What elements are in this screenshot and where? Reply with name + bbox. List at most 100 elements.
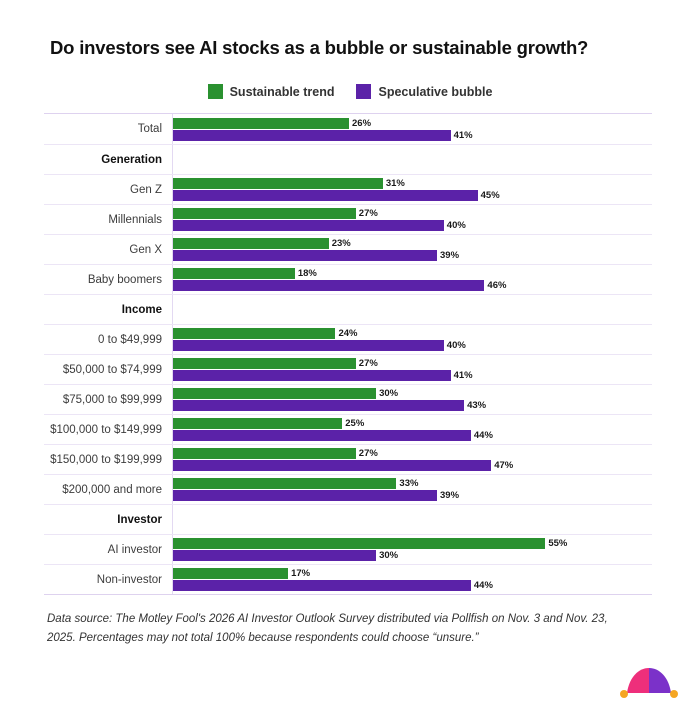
chart-data-row: Baby boomers 18% 46% <box>44 264 652 294</box>
page-title: Do investors see AI stocks as a bubble o… <box>50 37 589 58</box>
bar-value-label: 17% <box>291 568 311 579</box>
bar-value-label: 40% <box>446 340 466 351</box>
bar-value-label: 45% <box>480 190 500 201</box>
row-plot: 55% 30% <box>172 535 652 564</box>
bar-value-label: 18% <box>297 268 317 279</box>
bar-sustainable-trend[interactable] <box>173 448 356 459</box>
row-plot: 26% 41% <box>172 114 652 144</box>
chart-data-row: 0 to $49,999 24% 40% <box>44 324 652 354</box>
bar-line: 39% <box>173 490 652 501</box>
bar-value-label: 39% <box>440 490 460 501</box>
bar-sustainable-trend[interactable] <box>173 418 343 429</box>
group-header-label: Generation <box>101 153 162 166</box>
bar-value-label: 39% <box>440 250 460 261</box>
chart-data-row: $75,000 to $99,999 30% 43% <box>44 384 652 414</box>
motley-fool-jester-cap-logo <box>616 662 682 706</box>
row-bars: 30% 43% <box>173 385 652 414</box>
bar-line: 27% <box>173 448 652 459</box>
row-plot <box>172 145 652 174</box>
bar-sustainable-trend[interactable] <box>173 117 350 129</box>
row-bars: 23% 39% <box>173 235 652 264</box>
bar-value-label: 33% <box>399 478 419 489</box>
bar-value-label: 55% <box>548 538 568 549</box>
bar-speculative-bubble[interactable] <box>173 580 471 591</box>
legend-item[interactable]: Sustainable trend <box>207 84 334 99</box>
row-category-label: $75,000 to $99,999 <box>62 393 162 406</box>
bar-sustainable-trend[interactable] <box>173 358 356 369</box>
chart-data-row: Gen X 23% 39% <box>44 234 652 264</box>
row-plot: 27% 41% <box>172 355 652 384</box>
row-category-label: $50,000 to $74,999 <box>62 363 162 376</box>
row-category-label: Total <box>137 123 162 135</box>
chart-legend: Sustainable trend Speculative bubble <box>0 84 700 99</box>
bar-value-label: 40% <box>446 220 466 231</box>
row-plot: 33% 39% <box>172 475 652 504</box>
bar-value-label: 27% <box>358 448 378 459</box>
group-header-label: Investor <box>117 513 162 526</box>
bar-line: 25% <box>173 418 652 429</box>
row-category-label: $200,000 and more <box>62 483 162 496</box>
row-bars: 27% 47% <box>173 445 652 474</box>
bar-value-label: 44% <box>473 430 493 441</box>
bar-line: 45% <box>173 190 652 201</box>
bar-value-label: 24% <box>338 328 358 339</box>
bar-line: 39% <box>173 250 652 261</box>
row-category-label: $100,000 to $149,999 <box>50 423 162 436</box>
bar-speculative-bubble[interactable] <box>173 400 465 411</box>
bar-line: 31% <box>173 178 652 189</box>
bar-sustainable-trend[interactable] <box>173 208 356 219</box>
bar-sustainable-trend[interactable] <box>173 568 289 579</box>
chart-group-header-row: Investor <box>44 504 652 534</box>
bar-line: 44% <box>173 580 652 591</box>
bar-sustainable-trend[interactable] <box>173 388 377 399</box>
bar-speculative-bubble[interactable] <box>173 340 444 351</box>
bar-sustainable-trend[interactable] <box>173 538 546 549</box>
bar-speculative-bubble[interactable] <box>173 129 451 141</box>
bar-value-label: 26% <box>352 117 372 129</box>
bar-speculative-bubble[interactable] <box>173 250 438 261</box>
row-category-label: Gen Z <box>130 183 162 196</box>
legend-item[interactable]: Speculative bubble <box>356 84 492 99</box>
bar-line: 40% <box>173 340 652 351</box>
bar-line: 30% <box>173 550 652 561</box>
chart-data-row: Total 26% 41% <box>44 114 652 144</box>
bar-line: 24% <box>173 328 652 339</box>
bar-sustainable-trend[interactable] <box>173 328 336 339</box>
bar-value-label: 44% <box>473 580 493 591</box>
bar-sustainable-trend[interactable] <box>173 238 329 249</box>
bar-value-label: 25% <box>345 418 365 429</box>
row-plot: 27% 47% <box>172 445 652 474</box>
row-plot: 24% 40% <box>172 325 652 354</box>
bar-line: 17% <box>173 568 652 579</box>
bar-speculative-bubble[interactable] <box>173 280 485 291</box>
row-bars: 33% 39% <box>173 475 652 504</box>
row-bars: 24% 40% <box>173 325 652 354</box>
bar-speculative-bubble[interactable] <box>173 550 377 561</box>
chart-data-row: $100,000 to $149,999 25% 44% <box>44 414 652 444</box>
chart-data-row: Gen Z 31% 45% <box>44 174 652 204</box>
bar-line: 27% <box>173 208 652 219</box>
bar-line: 23% <box>173 238 652 249</box>
row-bars: 26% 41% <box>173 114 652 144</box>
bar-line: 46% <box>173 280 652 291</box>
bar-speculative-bubble[interactable] <box>173 430 471 441</box>
bar-line: 27% <box>173 358 652 369</box>
bar-sustainable-trend[interactable] <box>173 478 397 489</box>
row-bars: 27% 41% <box>173 355 652 384</box>
legend-swatch-green <box>207 84 223 99</box>
bar-speculative-bubble[interactable] <box>173 460 492 471</box>
bar-value-label: 46% <box>487 280 507 291</box>
bar-value-label: 41% <box>453 129 473 141</box>
bar-speculative-bubble[interactable] <box>173 220 444 231</box>
bar-speculative-bubble[interactable] <box>173 190 478 201</box>
row-category-label: $150,000 to $199,999 <box>50 453 162 466</box>
bar-sustainable-trend[interactable] <box>173 178 383 189</box>
row-plot: 25% 44% <box>172 415 652 444</box>
bar-speculative-bubble[interactable] <box>173 490 438 501</box>
chart-footnote: Data source: The Motley Fool's 2026 AI I… <box>47 613 608 644</box>
bar-sustainable-trend[interactable] <box>173 268 295 279</box>
row-plot: 31% 45% <box>172 175 652 204</box>
chart-data-row: AI investor 55% 30% <box>44 534 652 564</box>
legend-item-label: Speculative bubble <box>378 84 493 99</box>
bar-speculative-bubble[interactable] <box>173 370 451 381</box>
